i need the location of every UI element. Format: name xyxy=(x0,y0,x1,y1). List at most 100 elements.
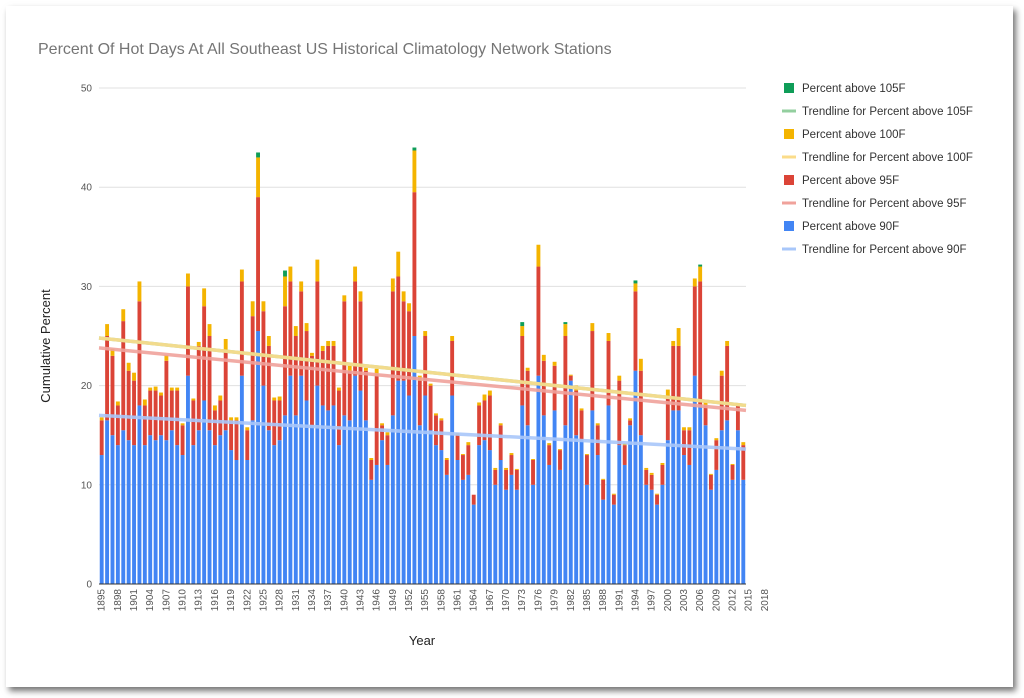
bar-segment xyxy=(525,425,530,584)
bar-segment xyxy=(320,350,325,406)
legend[interactable]: Percent above 105F Trendline for Percent … xyxy=(782,83,973,256)
bar-segment xyxy=(655,494,659,505)
bar-segment xyxy=(676,328,681,346)
legend-item[interactable]: Trendline for Percent above 105F xyxy=(782,106,973,118)
bar-segment xyxy=(676,345,681,411)
bar-segment xyxy=(665,389,670,396)
bar-segment xyxy=(396,380,401,584)
bar-segment xyxy=(363,370,368,421)
bar-segment xyxy=(655,493,659,495)
x-tick-label: 1982 xyxy=(566,589,577,612)
legend-swatch xyxy=(784,83,794,93)
legend-item[interactable]: Trendline for Percent above 100F xyxy=(782,152,973,164)
bar-segment xyxy=(741,442,746,446)
bar-segment xyxy=(169,387,174,391)
bar-segment xyxy=(676,410,681,584)
x-tick-label: 1907 xyxy=(161,589,172,612)
bar-segment xyxy=(638,358,643,371)
bar-segment xyxy=(563,425,568,584)
bar-segment xyxy=(568,374,573,376)
bar-segment xyxy=(180,425,185,456)
bar-segment xyxy=(601,478,606,480)
legend-item[interactable]: Percent above 100F xyxy=(784,129,906,141)
bar-segment xyxy=(132,380,136,446)
bar-segment xyxy=(186,375,190,584)
bar-segment xyxy=(342,415,347,584)
bar-segment xyxy=(277,400,282,441)
bar-segment xyxy=(283,415,287,584)
bar-segment xyxy=(455,435,460,460)
bar-segment xyxy=(256,197,260,332)
legend-swatch xyxy=(784,129,794,139)
bar-segment xyxy=(633,370,638,584)
bar-segment xyxy=(509,455,514,475)
bar-segment xyxy=(229,450,234,584)
bar-segment xyxy=(709,489,713,584)
x-tick-label: 1925 xyxy=(258,589,269,612)
x-tick-label: 2003 xyxy=(679,589,690,612)
bar-segment xyxy=(730,464,735,480)
legend-item[interactable]: Percent above 90F xyxy=(784,221,899,233)
bar-segment xyxy=(293,415,298,584)
bar-segment xyxy=(310,355,314,426)
bar-segment xyxy=(115,401,120,406)
bar-segment xyxy=(595,455,600,584)
bar-segment xyxy=(498,460,503,584)
legend-label: Percent above 90F xyxy=(802,221,899,233)
bar-segment xyxy=(153,390,158,441)
bar-segment xyxy=(191,398,196,401)
bar-segment xyxy=(423,331,428,336)
legend-item[interactable]: Percent above 105F xyxy=(784,83,906,95)
bar-segment xyxy=(665,395,670,441)
bar-segment xyxy=(186,273,190,287)
bar-segment xyxy=(401,380,406,584)
y-tick-label: 0 xyxy=(86,580,92,591)
bar-segment xyxy=(671,410,676,584)
legend-item[interactable]: Trendline for Percent above 95F xyxy=(782,198,967,210)
bar-segment xyxy=(336,445,341,584)
bar-segment xyxy=(369,479,374,584)
bar-segment xyxy=(741,445,746,480)
bar-segment xyxy=(299,375,304,584)
x-tick-label: 1895 xyxy=(97,589,108,612)
x-tick-label: 1934 xyxy=(307,589,318,612)
legend-label: Trendline for Percent above 90F xyxy=(802,244,967,256)
bar-segment xyxy=(428,385,433,431)
bar-segment xyxy=(585,484,589,584)
x-tick-label: 1943 xyxy=(355,589,366,612)
bar-segment xyxy=(525,367,530,371)
bar-segment xyxy=(482,440,487,584)
bar-segment xyxy=(169,390,174,431)
bar-segment xyxy=(336,390,341,446)
bar-segment xyxy=(498,425,503,460)
bar-segment xyxy=(585,455,589,485)
bar-segment xyxy=(363,420,368,584)
bar-segment xyxy=(110,435,115,584)
legend-item[interactable]: Percent above 95F xyxy=(784,175,899,187)
bar-segment xyxy=(180,455,185,584)
bar-segment xyxy=(644,484,649,584)
bar-segment xyxy=(461,455,465,480)
bar-segment xyxy=(180,423,185,426)
bar-segment xyxy=(159,395,163,436)
bar-segment xyxy=(288,281,293,376)
bar-segment xyxy=(585,454,589,456)
bar-segment xyxy=(590,323,595,332)
bar-segment xyxy=(628,418,633,421)
bar-segment xyxy=(649,474,654,490)
legend-label: Trendline for Percent above 95F xyxy=(802,198,967,210)
bar-segment xyxy=(342,295,347,302)
bar-segment xyxy=(396,276,401,381)
bar-segment xyxy=(434,415,438,446)
bar-segment xyxy=(725,340,730,346)
bar-segment xyxy=(137,405,142,584)
bar-segment xyxy=(196,345,201,431)
bar-segment xyxy=(148,390,153,436)
bar-segment xyxy=(412,336,417,584)
bar-segment xyxy=(504,467,509,470)
bar-segment xyxy=(353,281,358,376)
bar-segment xyxy=(520,326,525,336)
legend-item[interactable]: Trendline for Percent above 90F xyxy=(782,244,967,256)
bar-segment xyxy=(439,420,444,451)
x-tick-label: 1979 xyxy=(550,589,561,612)
